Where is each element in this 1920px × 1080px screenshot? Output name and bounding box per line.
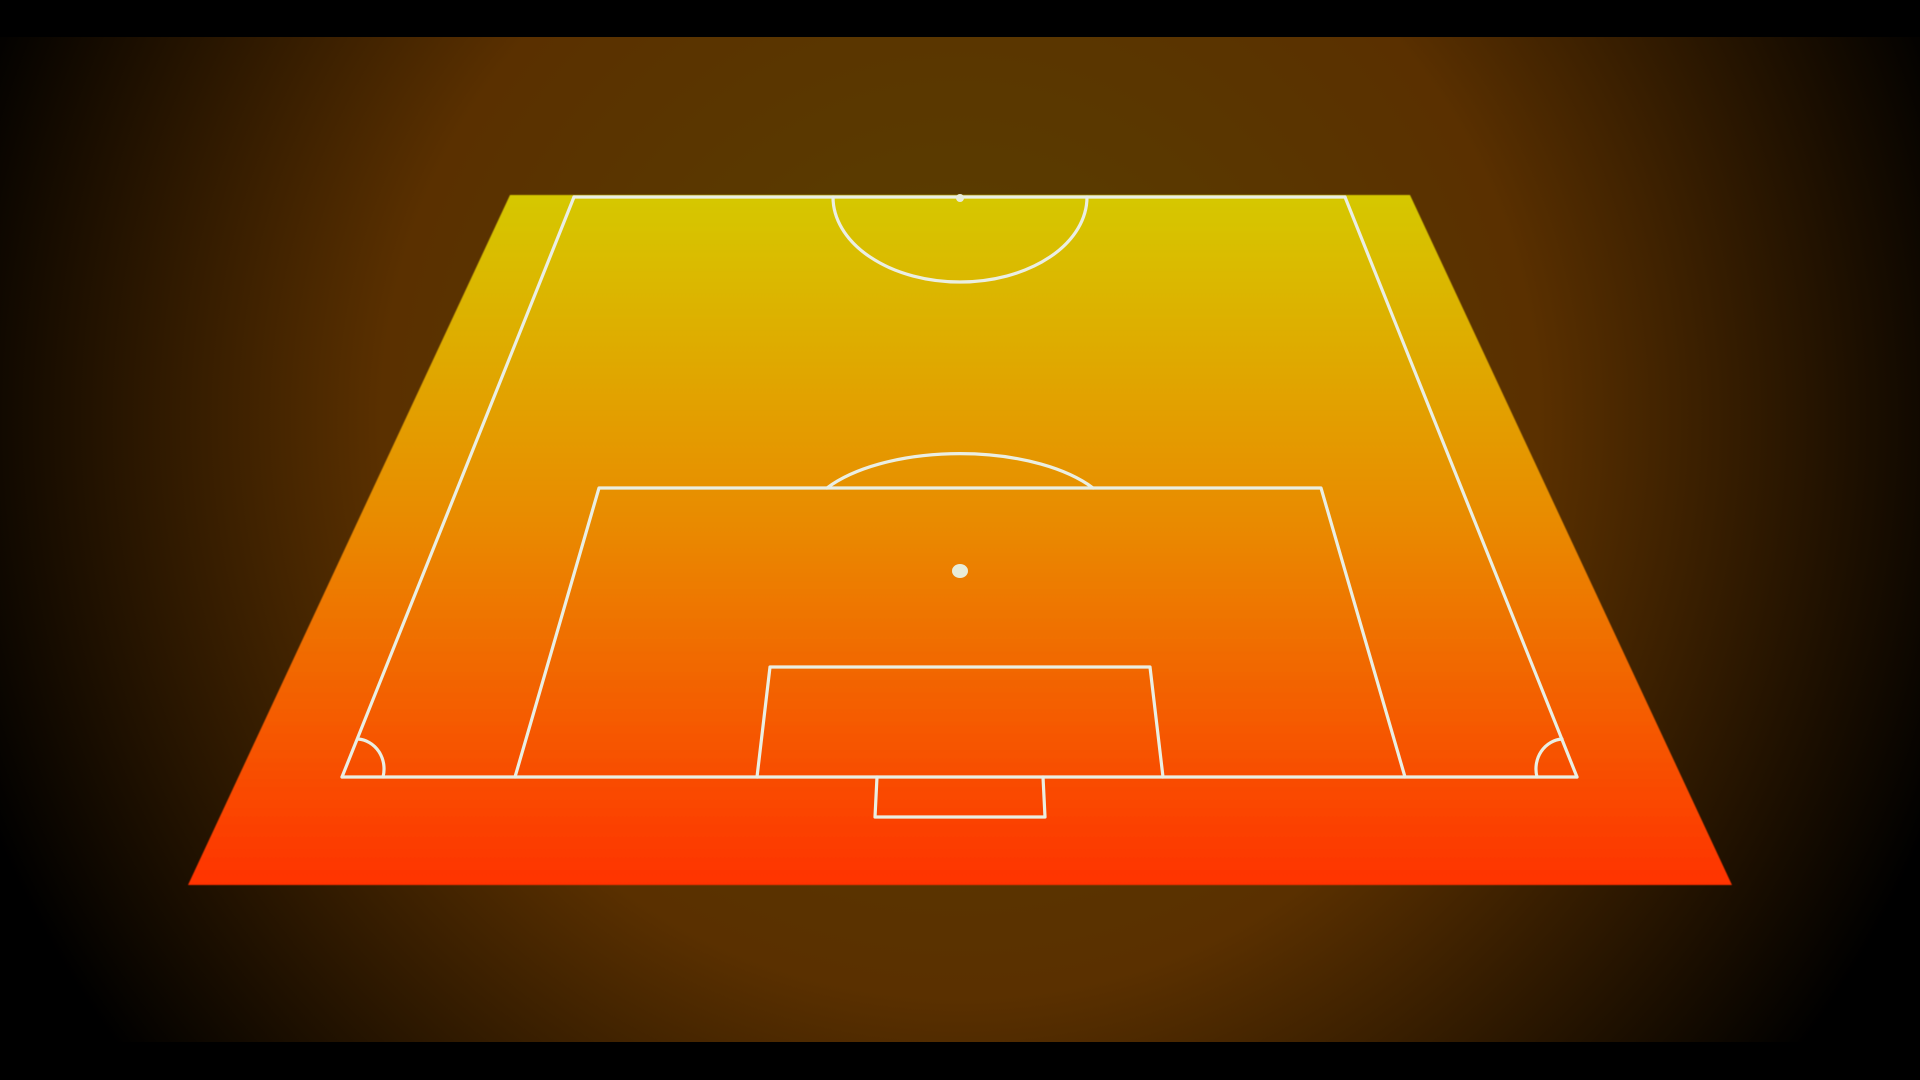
penalty-spot (952, 564, 968, 578)
penalty-area (513, 486, 1407, 779)
center-circle-half (831, 195, 1089, 284)
pitch-surface (188, 195, 1732, 885)
letterbox-top (0, 0, 1920, 37)
letterbox-bottom (0, 1042, 1920, 1080)
center-spot (956, 194, 964, 202)
touchline-right (1343, 195, 1579, 779)
corner-arc-left (356, 737, 386, 779)
penalty-arc (825, 452, 1095, 490)
goal-area (755, 665, 1165, 779)
corner-arc-right (1534, 737, 1564, 779)
goal (873, 775, 1047, 819)
pitch-markings (340, 194, 1579, 819)
touchline-left (340, 195, 576, 779)
